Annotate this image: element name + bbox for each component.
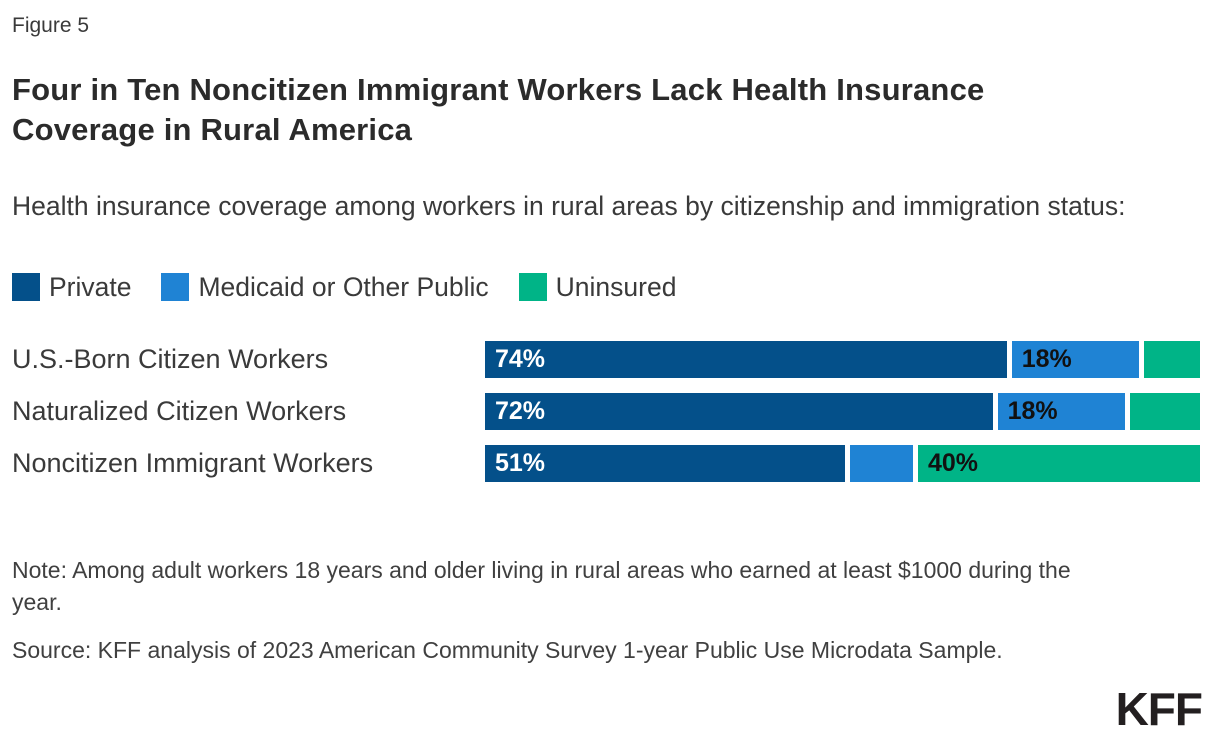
legend-item-medicaid: Medicaid or Other Public — [161, 271, 489, 303]
legend-swatch-private — [12, 273, 40, 301]
note-text: Note: Among adult workers 18 years and o… — [12, 557, 1071, 615]
row-bar: 51% 40% — [485, 445, 1200, 482]
bar-value-label: 40% — [927, 449, 979, 477]
row-bar: 72% 18% — [485, 393, 1200, 430]
bar-segment-uninsured: 40% — [917, 445, 1200, 482]
bar-segment-medicaid: 18% — [997, 393, 1125, 430]
bar-value-label: 51% — [495, 449, 546, 477]
bar-segment-uninsured — [1143, 341, 1200, 378]
bar-segment-medicaid — [849, 445, 913, 482]
legend: Private Medicaid or Other Public Uninsured — [12, 272, 1208, 302]
chart-subtitle: Health insurance coverage among workers … — [12, 191, 1126, 221]
figure-label: Figure 5 — [12, 14, 90, 37]
legend-swatch-medicaid — [161, 273, 190, 301]
bar-segment-private: 72% — [485, 393, 993, 430]
bar-value-label: 74% — [495, 345, 546, 373]
chart-row: U.S.-Born Citizen Workers 74% 18% — [12, 341, 1208, 378]
bar-segment-private: 51% — [485, 445, 845, 482]
legend-item-uninsured: Uninsured — [518, 271, 677, 303]
row-bar: 74% 18% — [485, 341, 1200, 378]
bar-segment-uninsured — [1129, 393, 1200, 430]
bar-segment-medicaid: 18% — [1011, 341, 1139, 378]
source-text: Source: KFF analysis of 2023 American Co… — [12, 637, 1003, 663]
row-label: Noncitizen Immigrant Workers — [12, 448, 374, 478]
legend-item-private: Private — [12, 272, 131, 303]
chart-row: Noncitizen Immigrant Workers 51% 40% — [12, 445, 1208, 482]
chart-row: Naturalized Citizen Workers 72% 18% — [12, 393, 1208, 430]
row-label: Naturalized Citizen Workers — [12, 396, 347, 426]
legend-label: Uninsured — [555, 271, 677, 302]
row-label: U.S.-Born Citizen Workers — [12, 344, 329, 374]
legend-label: Private — [49, 271, 132, 302]
chart-title: Four in Ten Noncitizen Immigrant Workers… — [12, 72, 985, 147]
bar-value-label: 18% — [1021, 345, 1072, 373]
stacked-bar-chart: U.S.-Born Citizen Workers 74% 18% Naturaliz… — [12, 341, 1208, 482]
bar-segment-private: 74% — [485, 341, 1007, 378]
kff-logo: KFF — [1115, 683, 1203, 735]
legend-swatch-uninsured — [518, 273, 547, 301]
legend-label: Medicaid or Other Public — [198, 271, 489, 302]
bar-value-label: 72% — [495, 397, 546, 425]
bar-value-label: 18% — [1007, 397, 1058, 425]
